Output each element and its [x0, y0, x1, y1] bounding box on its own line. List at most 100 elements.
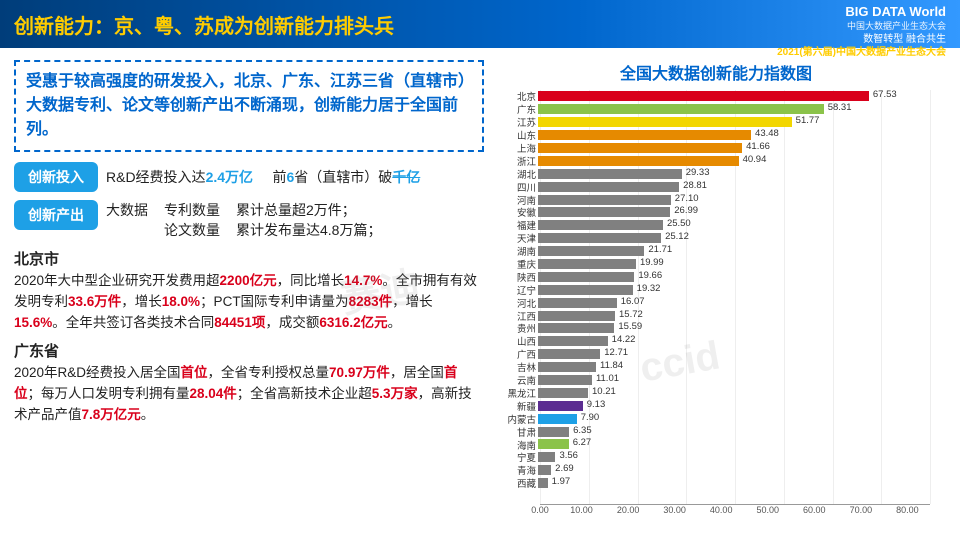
bar: 11.01: [538, 375, 592, 385]
bar-track: 11.01: [538, 375, 930, 385]
bar: 58.31: [538, 104, 824, 114]
header-right: BIG DATA World 中国大数据产业生态大会 数智转型 融合共生 202…: [777, 4, 946, 59]
bar-track: 19.32: [538, 285, 930, 295]
summary-box: 受惠于较高强度的研发投入，北京、广东、江苏三省（直辖市）大数据专利、论文等创新产…: [14, 60, 484, 152]
txt: 论文数量: [164, 220, 220, 240]
bar-track: 15.59: [538, 323, 930, 333]
bar-label: 江苏: [496, 115, 538, 129]
bar-label: 陕西: [496, 270, 538, 284]
bar-track: 26.99: [538, 207, 930, 217]
bar-label: 安徽: [496, 205, 538, 219]
bar: 3.56: [538, 452, 555, 462]
bar: 16.07: [538, 298, 617, 308]
bar-value: 11.01: [596, 373, 619, 384]
bar: 9.13: [538, 401, 583, 411]
bar: 51.77: [538, 117, 792, 127]
bar-value: 16.07: [621, 296, 645, 307]
bar-label: 天津: [496, 231, 538, 245]
bar-value: 19.66: [638, 270, 662, 281]
bar-label: 山东: [496, 128, 538, 142]
bar-value: 6.35: [573, 425, 592, 436]
bar-row: 天津25.12: [540, 232, 930, 245]
bar-row: 宁夏3.56: [540, 451, 930, 464]
chart-axis: 0.0010.0020.0030.0040.0050.0060.0070.008…: [540, 504, 930, 522]
bar-track: 2.69: [538, 465, 930, 475]
bar-label: 湖南: [496, 244, 538, 258]
bar-row: 安徽26.99: [540, 206, 930, 219]
city-name: 广东省: [14, 340, 484, 363]
bar-label: 海南: [496, 438, 538, 452]
bar: 7.90: [538, 414, 577, 424]
bar-row: 河南27.10: [540, 193, 930, 206]
bar-row: 广西12.71: [540, 348, 930, 361]
bar-track: 58.31: [538, 104, 930, 114]
bar-row: 湖北29.33: [540, 167, 930, 180]
bar: 67.53: [538, 91, 869, 101]
bar-row: 浙江40.94: [540, 154, 930, 167]
bar-row: 西藏1.97: [540, 477, 930, 490]
tag-output: 创新产出: [14, 200, 98, 230]
bar-value: 21.71: [648, 244, 672, 255]
bar-row: 内蒙古7.90: [540, 412, 930, 425]
bar-row: 河北16.07: [540, 296, 930, 309]
bar: 25.12: [538, 233, 661, 243]
bar-track: 11.84: [538, 362, 930, 372]
bar-chart: 北京67.53广东58.31江苏51.77山东43.48上海41.66浙江40.…: [496, 90, 936, 522]
axis-tick: 80.00: [896, 505, 919, 522]
bar: 29.33: [538, 169, 682, 179]
bar-row: 新疆9.13: [540, 399, 930, 412]
bar-label: 青海: [496, 463, 538, 477]
bar-row: 山东43.48: [540, 129, 930, 142]
conference-logo-cn: 中国大数据产业生态大会: [777, 21, 946, 33]
bar: 25.50: [538, 220, 663, 230]
bar-value: 67.53: [873, 89, 897, 100]
bar-row: 海南6.27: [540, 438, 930, 451]
bar-value: 41.66: [746, 141, 770, 152]
bar-label: 广西: [496, 347, 538, 361]
bar-track: 3.56: [538, 452, 930, 462]
bar-track: 27.10: [538, 195, 930, 205]
bar-label: 上海: [496, 141, 538, 155]
bar: 11.84: [538, 362, 596, 372]
bar-value: 27.10: [675, 193, 699, 204]
bar-row: 北京67.53: [540, 90, 930, 103]
bar-value: 14.22: [612, 334, 636, 345]
bar: 28.81: [538, 182, 679, 192]
bar: 41.66: [538, 143, 742, 153]
right-column: 全国大数据创新能力指数图 北京67.53广东58.31江苏51.77山东43.4…: [496, 60, 936, 522]
bar-label: 内蒙古: [496, 412, 538, 426]
bar: 1.97: [538, 478, 548, 488]
bar-label: 西藏: [496, 476, 538, 490]
txt: 省（直辖市）破: [294, 169, 392, 185]
bar-track: 14.22: [538, 336, 930, 346]
bar-track: 19.99: [538, 259, 930, 269]
bar-row: 贵州15.59: [540, 322, 930, 335]
bar-row: 江苏51.77: [540, 116, 930, 129]
col-lead: 大数据: [106, 200, 148, 240]
col-value: 累计总量超2万件； 累计发布量达4.8万篇；: [236, 200, 381, 240]
txt: 前: [272, 169, 286, 185]
hl: 千亿: [392, 169, 420, 185]
bar-label: 甘肃: [496, 425, 538, 439]
txt: 累计总量超2万件；: [236, 200, 381, 220]
bar: 19.99: [538, 259, 636, 269]
bar-row: 陕西19.66: [540, 270, 930, 283]
bar-label: 北京: [496, 89, 538, 103]
bar-value: 15.59: [618, 321, 642, 332]
bar-track: 41.66: [538, 143, 930, 153]
input-row: 创新投入 R&D经费投入达2.4万亿 前6省（直辖市）破千亿: [14, 162, 484, 192]
bar-track: 67.53: [538, 91, 930, 101]
bar-value: 28.81: [683, 180, 707, 191]
bar-value: 3.56: [559, 450, 578, 461]
bar-value: 26.99: [674, 205, 698, 216]
input-text: R&D经费投入达2.4万亿 前6省（直辖市）破千亿: [106, 167, 484, 187]
bar: 26.99: [538, 207, 670, 217]
bar: 10.21: [538, 388, 588, 398]
tag-input: 创新投入: [14, 162, 98, 192]
chart-bars: 北京67.53广东58.31江苏51.77山东43.48上海41.66浙江40.…: [540, 90, 930, 504]
bar-track: 6.27: [538, 439, 930, 449]
city-text: 2020年大中型企业研究开发费用超2200亿元，同比增长14.7%。全市拥有有效…: [14, 271, 484, 334]
axis-tick: 20.00: [617, 505, 640, 522]
bar-label: 重庆: [496, 257, 538, 271]
body: 受惠于较高强度的研发投入，北京、广东、江苏三省（直辖市）大数据专利、论文等创新产…: [0, 48, 960, 532]
